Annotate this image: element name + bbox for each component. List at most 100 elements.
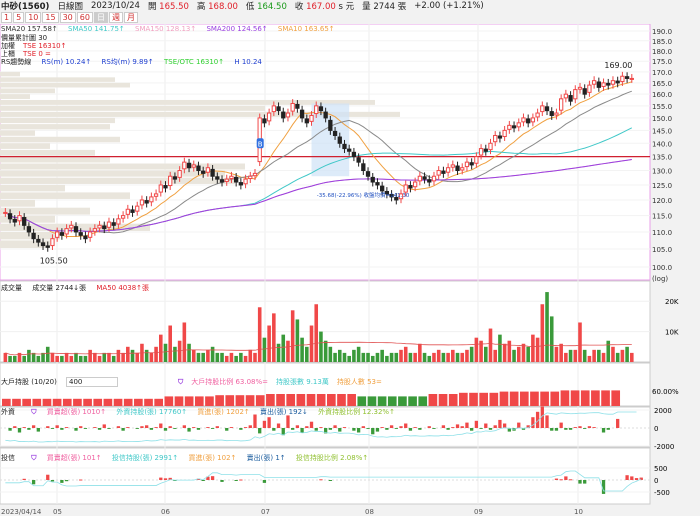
volume-bar (587, 355, 592, 362)
holder-bar (550, 391, 560, 406)
candle (521, 117, 526, 123)
volume-profile-bar (0, 215, 55, 223)
candle (507, 124, 512, 130)
y-tick-label: 180.0 (652, 48, 672, 56)
foreign-bar (196, 428, 201, 430)
volume-bar (342, 352, 347, 362)
holder-threshold-input[interactable]: 400 (66, 377, 118, 387)
foreign-bar (375, 428, 380, 432)
candle (309, 114, 314, 122)
foreign-bar (451, 427, 455, 428)
foreign-bar (498, 419, 502, 428)
holder-bar (103, 398, 113, 406)
candle (380, 185, 385, 192)
rs-legend: RS趨勢線 RS(m) 10.24↑ RS均(m) 9.89↑ TSE/OTC … (1, 57, 270, 67)
holder-bar (479, 392, 488, 406)
volume-bar (319, 331, 323, 362)
candle (295, 103, 300, 109)
volume-bar (413, 352, 417, 362)
period-button[interactable]: 10 (25, 12, 42, 23)
candle (365, 171, 371, 177)
y-tick-label: 160.0 (652, 91, 672, 99)
holder-bar (560, 390, 570, 406)
volume-profile-bar (0, 105, 265, 111)
legend-sma200: SMA200 124.56↑ (206, 25, 268, 33)
candle (22, 217, 27, 226)
holder-bar (276, 394, 285, 406)
volume-bar (385, 355, 389, 362)
foreign-bar (276, 423, 281, 428)
period-button[interactable]: 1 (1, 12, 13, 23)
period-button[interactable]: 日 (93, 12, 108, 23)
trust-filter-icon[interactable]: ⛉ (31, 454, 37, 462)
y-tick-label: 120.0 (652, 197, 672, 205)
foreign-bar (328, 428, 333, 430)
volume-bar (615, 352, 620, 362)
trust-bar (554, 478, 559, 480)
trust-bar (568, 479, 573, 481)
x-tick-label: 09 (474, 508, 483, 516)
foreign-hold: 外資持股(張) 17760↑ (116, 408, 188, 416)
candle (389, 193, 394, 198)
volume-profile-bar (0, 231, 60, 240)
candle (78, 232, 83, 236)
volume-bar (177, 340, 182, 362)
foreign-bar (479, 428, 483, 429)
foreign-bar (545, 415, 549, 428)
volume-bar (22, 355, 26, 362)
volume-bar (234, 355, 238, 362)
rs-avg-value: RS均(m) 9.89↑ (101, 58, 154, 66)
y-tick-label: 105.0 (652, 246, 672, 254)
period-button[interactable]: 30 (59, 12, 76, 23)
trust-bar (559, 479, 563, 481)
volume-bar (41, 352, 45, 362)
trust-bar (22, 478, 26, 480)
holder-bar (418, 396, 428, 406)
trust-bar (583, 480, 587, 484)
y-tick-label: 185.0 (652, 38, 672, 46)
period-button[interactable]: 60 (76, 12, 93, 23)
volume-profile-bar (0, 99, 375, 105)
holder-bar (316, 394, 326, 406)
legend-sma20: SMA20 157.58↑ (1, 25, 58, 33)
candle (568, 95, 573, 102)
candle (412, 181, 418, 188)
foreign-bar (521, 428, 526, 430)
foreign-bar (399, 426, 403, 428)
volume-bar (380, 349, 384, 362)
candle (323, 111, 328, 119)
volume-bar (498, 334, 502, 362)
volume-profile-bar (0, 117, 115, 124)
period-button[interactable]: 5 (13, 12, 25, 23)
foreign-filter-icon[interactable]: ⛉ (31, 408, 37, 416)
volume-bar (187, 343, 191, 362)
foreign-tick-label: 2000 (654, 407, 672, 415)
otc-value: TSE 0 = (23, 50, 51, 58)
foreign-bar (253, 414, 257, 428)
volume-profile-bar (0, 111, 400, 117)
foreign-bar (564, 428, 568, 430)
period-button[interactable]: 週 (108, 12, 123, 23)
candle (201, 170, 206, 174)
candle (441, 170, 446, 174)
candle (97, 224, 102, 229)
holder-bar (154, 398, 163, 406)
candle (163, 185, 168, 189)
holder-bar (367, 396, 377, 406)
foreign-bar (163, 428, 168, 431)
period-button[interactable]: 15 (42, 12, 59, 23)
foreign-bar (74, 428, 78, 431)
high-label: 高 (196, 2, 206, 12)
volume-bar (356, 346, 361, 362)
volume-bar (502, 343, 507, 362)
filter-icon[interactable]: ⛉ (178, 377, 184, 386)
candle (394, 197, 399, 201)
foreign-bar (616, 418, 620, 428)
volume-profile-bar (0, 192, 130, 199)
candle (215, 176, 220, 180)
candle (497, 135, 503, 139)
period-button[interactable]: 月 (123, 12, 138, 23)
trust-bar (60, 480, 64, 483)
volume-bar (31, 352, 36, 362)
volume-bar (394, 352, 399, 362)
